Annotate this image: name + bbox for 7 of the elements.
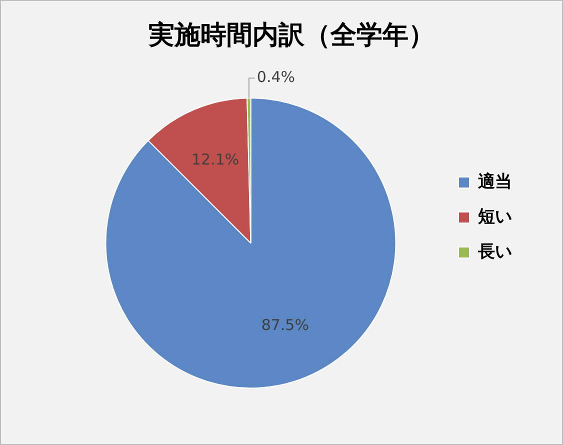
- legend-label: 適当: [478, 172, 512, 192]
- chart-title: 実施時間内訳（全学年）: [148, 20, 434, 50]
- legend-label: 短い: [477, 206, 512, 227]
- data-label: 0.4%: [256, 68, 296, 86]
- data-label: 87.5%: [261, 316, 309, 334]
- legend-label: 長い: [477, 242, 512, 262]
- data-label: 12.1%: [191, 150, 240, 168]
